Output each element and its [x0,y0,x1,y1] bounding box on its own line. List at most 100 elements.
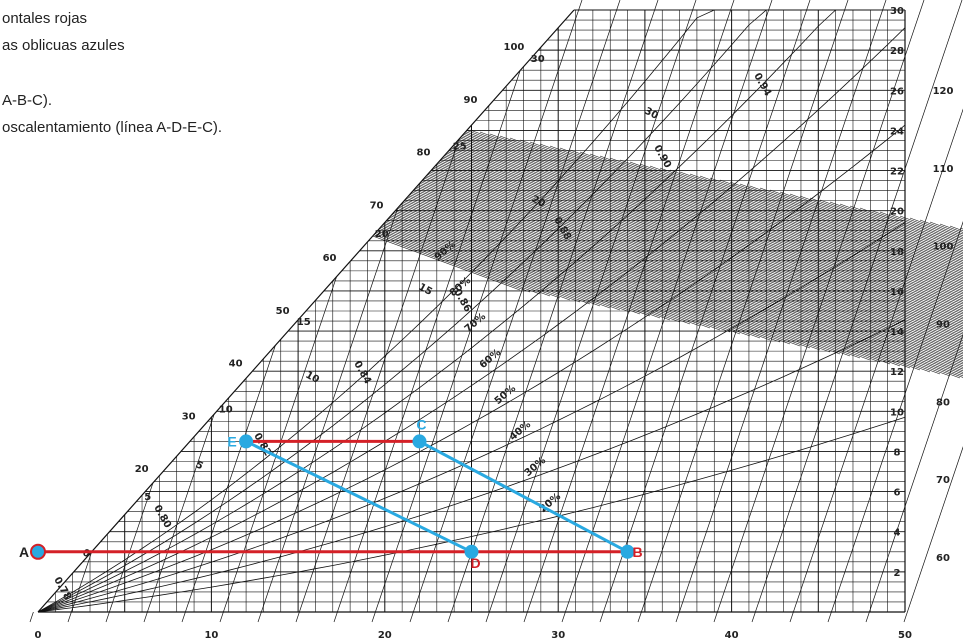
rh-curve [37,124,906,613]
chart-grid [0,0,963,623]
wet-bulb-tick-label: 20 [375,229,389,240]
enthalpy-line [299,95,963,340]
enthalpy-line [429,121,963,318]
enthalpy-line [679,171,963,277]
enthalpy-line [769,189,963,262]
x-tick-label: 20 [378,630,392,641]
enthalpy-line [649,165,963,282]
saturation-left-tick-label: 30 [182,411,196,422]
enthalpy-line [699,175,963,273]
right-outer-tick-label: 80 [936,397,950,408]
volume-label: 0.90 [651,143,673,170]
enthalpy-line [759,187,963,263]
rh-label: 40% [508,419,533,443]
enthalpy-line [399,115,963,323]
enthalpy-line [589,153,963,292]
enthalpy-line [739,183,963,267]
enthalpy-line [379,111,963,327]
enthalpy-line [749,185,963,265]
enthalpy-line [719,179,963,270]
volume-line [751,0,963,623]
enthalpy-line [599,155,963,290]
right-outer-tick-label: 110 [933,164,954,175]
enthalpy-line [609,157,963,288]
right-inner-tick-label: 12 [890,367,904,378]
process-line [245,440,473,554]
process-lines: A B C D E [19,416,643,570]
right-outer-tick-label: 120 [933,86,954,97]
volume-line [637,0,849,623]
wet-bulb-tick-label: 10 [219,404,233,415]
point-a-label: A [19,544,29,560]
x-tick-label: 10 [204,630,218,641]
x-tick-label: 50 [898,630,912,641]
right-outer-tick-label: 70 [936,475,950,486]
saturation-mask [0,0,574,612]
volume-line [903,446,963,623]
enthalpy-line [509,137,963,305]
x-tick-label: 40 [725,630,739,641]
enthalpy-line [519,139,963,303]
right-inner-tick-label: 24 [890,126,904,137]
point-d-marker [464,544,479,559]
point-b-marker [620,544,635,559]
right-outer-tick-label: 90 [936,320,950,331]
enthalpy-line [359,107,963,330]
volume-line [599,0,811,623]
rh-curve [37,416,906,613]
point-e-label: E [227,433,236,449]
enthalpy-line [619,159,963,287]
saturation-left-tick-label: 40 [229,359,243,370]
enthalpy-line [559,147,963,297]
rh-label: 60% [478,347,503,371]
saturation-left-tick-label: 90 [463,95,477,106]
enthalpy-label: 5 [194,459,205,472]
wet-bulb-tick-label: 30 [531,54,545,65]
enthalpy-label: 10 [303,370,320,386]
x-tick-label: 0 [35,630,42,641]
volume-line [333,0,545,623]
saturation-left-tick-label: 60 [323,253,337,264]
right-inner-tick-label: 22 [890,167,904,178]
enthalpy-label: 15 [416,282,433,298]
saturation-curve [37,9,575,613]
enthalpy-line [479,131,963,310]
enthalpy-line [469,129,963,312]
right-inner-tick-label: 6 [894,488,901,499]
rh-curve [37,9,905,613]
rh-curve [37,9,905,613]
rh-curve [37,9,905,613]
volume-line [865,333,963,623]
caption-line-3: A-B-C). [2,92,52,109]
enthalpy-line [579,151,963,293]
right-inner-tick-label: 14 [890,327,904,338]
volume-label: 0.94 [751,71,773,98]
x-tick-label: 30 [551,630,565,641]
point-a-marker [30,543,46,560]
enthalpy-line [729,181,963,268]
right-inner-tick-label: 26 [890,86,904,97]
process-line [418,440,629,554]
right-inner-tick-label: 20 [890,207,904,218]
volume-line [713,0,925,623]
enthalpy-line [419,119,963,320]
rh-label: 50% [493,383,518,407]
enthalpy-line [809,197,963,255]
enthalpy-line [489,133,963,308]
enthalpy-line [689,173,963,275]
right-inner-tick-label: 4 [894,528,901,539]
right-inner-tick-label: 2 [894,568,901,579]
right-inner-tick-label: 28 [890,46,904,57]
volume-line [409,0,621,623]
enthalpy-line [309,97,963,338]
right-inner-tick-label: 18 [890,247,904,258]
volume-line [371,0,583,623]
enthalpy-line [539,143,963,300]
enthalpy-line [709,177,963,272]
enthalpy-line [659,167,963,280]
right-outer-tick-label: 100 [933,242,954,253]
enthalpy-line [329,101,963,335]
enthalpy-line [529,141,963,302]
volume-label: 0.88 [551,215,573,242]
volume-line [447,0,659,623]
